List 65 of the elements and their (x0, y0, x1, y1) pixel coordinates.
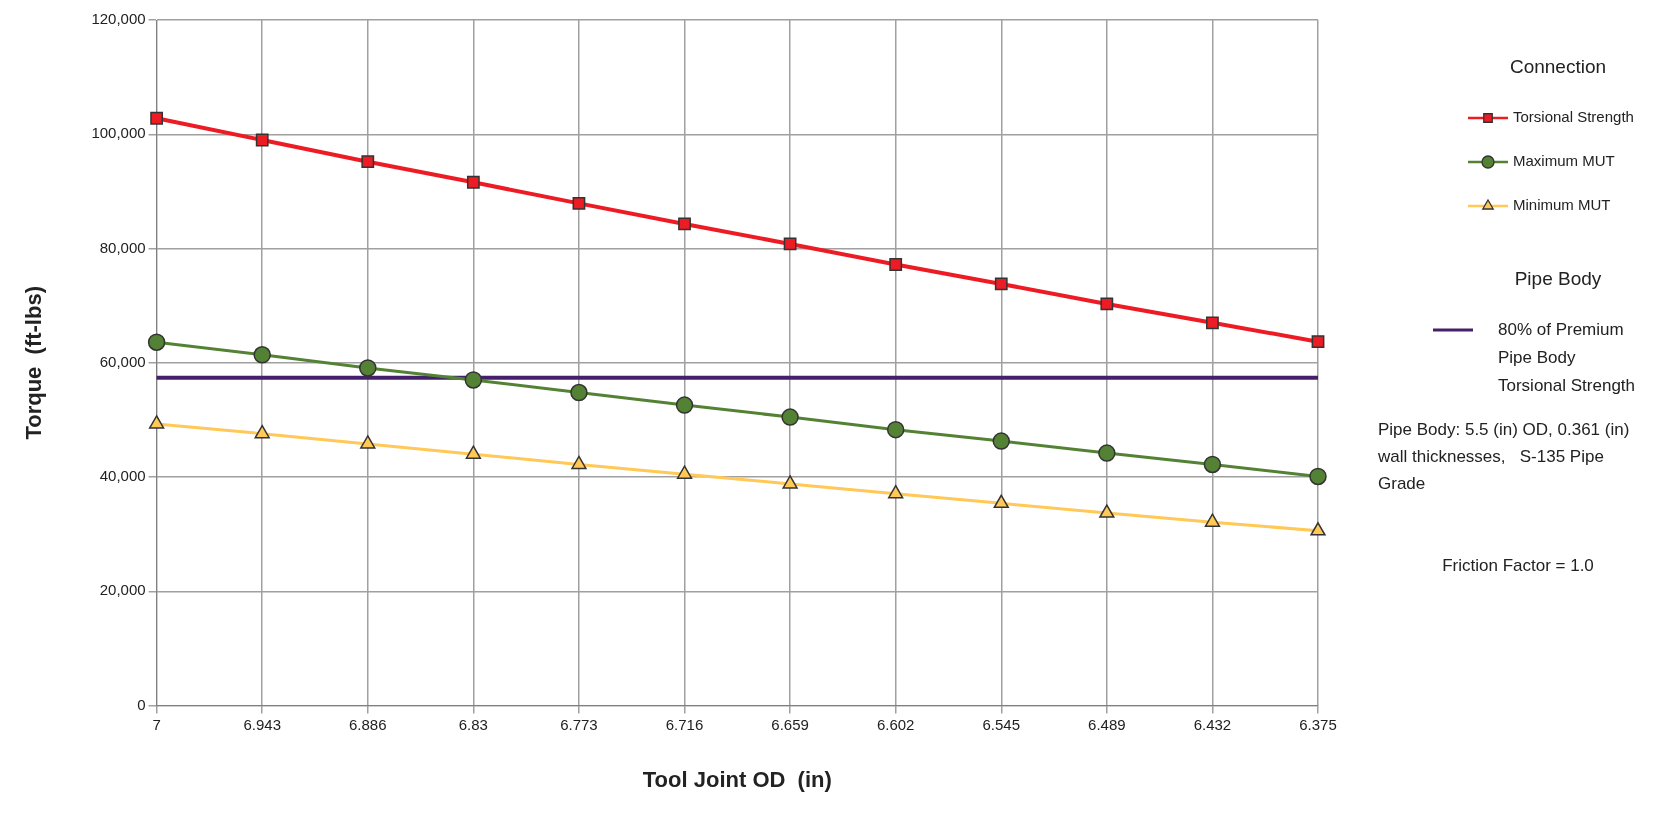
y-tick-label: 120,000 (91, 10, 146, 28)
x-tick-label: 6.83 (458, 715, 488, 733)
point (150, 111, 164, 125)
y-tick-label: 20,000 (99, 581, 146, 599)
point (994, 277, 1008, 291)
x-tick-label: 6.659 (771, 715, 809, 733)
point (1100, 297, 1114, 311)
point (148, 415, 165, 429)
text: Pipe Body: 5.5 (in) OD, 0.361 (in) wall thicknesses, S-135 Pipe Grade (1377, 419, 1630, 493)
x-tick-label: 6.375 (1299, 715, 1337, 733)
y-tick-label: 0 (137, 695, 146, 713)
point (571, 455, 587, 470)
point (147, 333, 166, 351)
y-tick-label: 60,000 (99, 352, 146, 370)
legend-label: Torsional Strength (1513, 108, 1634, 126)
legend-label: 80% of Premium Pipe Body Torsional Strength (1498, 319, 1636, 395)
point (1309, 467, 1327, 486)
x-tick-label: 6.943 (243, 715, 281, 733)
x-tick-label: 6.545 (982, 715, 1021, 733)
point (253, 346, 271, 364)
legend-title: Connection (1509, 56, 1607, 78)
point (360, 435, 376, 449)
point (254, 424, 270, 439)
point (465, 445, 482, 459)
point (359, 359, 377, 377)
point (464, 371, 483, 389)
point (675, 396, 694, 414)
y-tick-label: 100,000 (91, 124, 146, 142)
y-tick-label: 80,000 (99, 238, 146, 256)
point (676, 465, 693, 479)
point (886, 420, 905, 439)
point (678, 217, 691, 231)
y-axis-title: Torque (ft-lbs) (21, 286, 47, 440)
point (466, 175, 480, 189)
point (1311, 335, 1325, 349)
point (1206, 316, 1219, 330)
point (889, 258, 903, 271)
x-tick-label: 6.773 (560, 715, 598, 733)
point (888, 484, 904, 499)
point (1203, 455, 1222, 474)
x-tick-label: 6.716 (665, 715, 704, 733)
y-tick-label: 40,000 (99, 467, 146, 485)
point (361, 155, 375, 169)
point (993, 494, 1009, 509)
legend-label: Maximum MUT (1513, 152, 1615, 170)
point (1204, 513, 1221, 527)
point (783, 237, 797, 251)
point (1310, 522, 1326, 536)
point (1099, 504, 1115, 518)
x-tick-label: 6.886 (349, 715, 387, 733)
point (992, 432, 1011, 450)
point (255, 133, 269, 147)
x-tick-label: 7 (152, 715, 161, 733)
x-axis-title: Tool Joint OD (in) (642, 766, 832, 792)
point (781, 408, 799, 426)
point (1098, 444, 1116, 462)
point (572, 196, 586, 210)
legend-label: Minimum MUT (1513, 196, 1611, 214)
text: Pipe Body (1514, 268, 1602, 290)
x-tick-label: 6.489 (1088, 715, 1126, 733)
text: Friction Factor = 1.0 (1442, 555, 1594, 575)
x-tick-label: 6.432 (1193, 715, 1232, 733)
x-tick-label: 6.602 (876, 715, 915, 733)
point (570, 383, 588, 402)
point (782, 475, 798, 489)
